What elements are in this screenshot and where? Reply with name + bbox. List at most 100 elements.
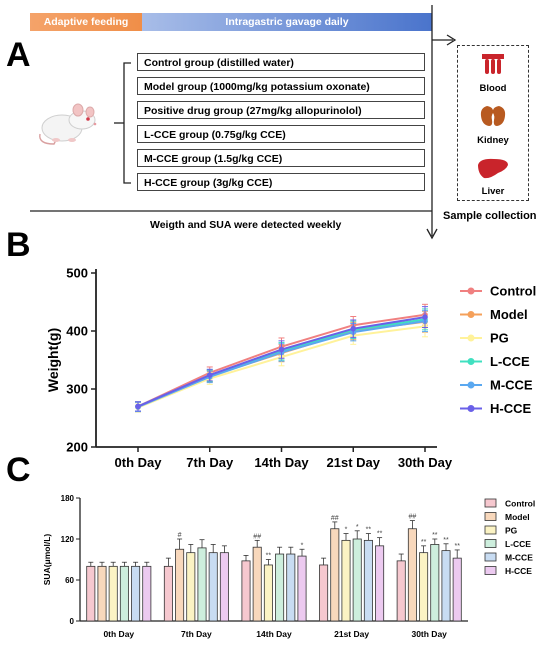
bar xyxy=(286,553,296,622)
y-tick-label: 300 xyxy=(66,382,88,397)
group-mcce: M-CCE group (1.5g/kg CCE) xyxy=(137,149,425,167)
bar xyxy=(208,552,218,622)
gavage-bar: Intragastric gavage daily xyxy=(142,13,432,31)
legend-marker xyxy=(467,405,475,412)
bar xyxy=(297,555,307,622)
significance-mark: ** xyxy=(454,543,460,550)
y-tick-label: 500 xyxy=(66,266,88,281)
legend-label: Control xyxy=(490,284,536,299)
legend-marker xyxy=(467,334,475,342)
legend-label: PG xyxy=(490,331,509,346)
group-model: Model group (1000mg/kg potassium oxonate… xyxy=(137,77,425,95)
group-hcce: H-CCE group (3g/kg CCE) xyxy=(137,173,425,191)
significance-mark: * xyxy=(356,524,359,531)
bar xyxy=(197,547,207,622)
legend-label: M-CCE xyxy=(490,378,533,393)
bar xyxy=(352,538,362,622)
adaptive-feeding-bar: Adaptive feeding xyxy=(30,13,142,31)
rat-icon xyxy=(39,103,97,145)
y-tick-label: 200 xyxy=(66,440,88,455)
y-tick-label: 120 xyxy=(61,535,75,544)
kidney-label: Kidney xyxy=(477,135,509,146)
significance-mark: * xyxy=(301,542,304,549)
y-tick-label: 0 xyxy=(70,617,75,626)
y-axis-label: SUA(μmol/L) xyxy=(42,534,52,586)
x-tick-label: 14th Day xyxy=(256,629,292,639)
legend-swatch xyxy=(484,566,497,575)
x-tick-label: 21st Day xyxy=(334,629,369,639)
sample-collection-label: Sample collection xyxy=(443,210,537,222)
bar xyxy=(430,544,440,622)
panel-label-b: B xyxy=(6,226,31,264)
significance-mark: ** xyxy=(421,539,427,546)
bar xyxy=(341,539,351,622)
bar xyxy=(407,528,417,622)
legend-label: PG xyxy=(505,526,518,536)
bar xyxy=(131,565,141,622)
significance-mark: ** xyxy=(432,532,438,539)
bar xyxy=(86,565,96,622)
sample-box xyxy=(457,45,529,201)
x-tick-label: 21st Day xyxy=(327,455,381,470)
legend-marker xyxy=(467,381,475,389)
bar xyxy=(175,548,185,622)
group-lcce: L-CCE group (0.75g/kg CCE) xyxy=(137,125,425,143)
legend-marker xyxy=(467,287,475,295)
significance-mark: ** xyxy=(266,553,272,560)
bar xyxy=(252,546,262,622)
group-control: Control group (distilled water) xyxy=(137,53,425,71)
legend-swatch xyxy=(484,498,497,508)
y-tick-label: 400 xyxy=(66,324,88,339)
bar xyxy=(396,560,406,622)
data-point xyxy=(278,346,285,353)
legend-swatch xyxy=(484,539,497,548)
bar xyxy=(119,565,129,622)
legend-swatch xyxy=(484,525,497,535)
legend-label: H-CCE xyxy=(505,566,532,576)
weight-line-chart: 200 300 400 500 0th Day 7th Day 14th Day 21st D… xyxy=(45,266,536,471)
bar xyxy=(452,557,462,622)
bar xyxy=(363,539,373,622)
bar xyxy=(241,560,251,622)
timeline-lines xyxy=(30,5,457,240)
bar xyxy=(142,565,152,622)
data-point xyxy=(206,372,213,378)
panel-label-a: A xyxy=(6,36,31,74)
data-point xyxy=(135,403,141,410)
bar xyxy=(108,565,118,622)
group-pg: Positive drug group (27mg/kg allopurinol… xyxy=(137,101,425,119)
y-tick-label: 60 xyxy=(65,576,74,585)
y-tick-label: 180 xyxy=(61,494,75,503)
legend-label: Model xyxy=(490,307,528,322)
legend-label: M-CCE xyxy=(505,553,533,563)
legend-label: H-CCE xyxy=(490,401,531,416)
data-point xyxy=(350,325,357,332)
legend-label: Model xyxy=(505,512,530,522)
significance-mark: ## xyxy=(253,533,261,540)
blood-tubes-icon xyxy=(482,54,504,74)
significance-mark: # xyxy=(178,532,182,539)
legend-marker xyxy=(467,311,475,318)
significance-mark: ** xyxy=(366,527,372,534)
bar xyxy=(330,528,340,622)
bar xyxy=(419,552,429,622)
x-tick-label: 0th Day xyxy=(115,455,163,470)
legend-marker xyxy=(467,358,475,365)
y-axis-label: Weight(g) xyxy=(45,328,61,392)
bar xyxy=(97,565,107,622)
bar xyxy=(275,553,285,622)
panel-label-c: C xyxy=(6,451,31,489)
legend-swatch xyxy=(484,512,497,521)
kidney-icon xyxy=(480,106,506,126)
bar xyxy=(441,550,451,622)
legend-label: Control xyxy=(505,499,535,509)
legend-swatch xyxy=(484,552,497,562)
x-tick-label: 30th Day xyxy=(398,455,453,470)
data-point xyxy=(422,314,428,320)
significance-mark: * xyxy=(345,527,348,534)
sua-bar-chart: 0 60 120 180 SUA(μmol/L) 0th Day 7th Day #14th … xyxy=(42,494,535,639)
x-tick-label: 7th Day xyxy=(186,455,234,470)
bar xyxy=(263,564,273,622)
blood-label: Blood xyxy=(479,83,507,94)
legend-label: L-CCE xyxy=(490,354,530,369)
